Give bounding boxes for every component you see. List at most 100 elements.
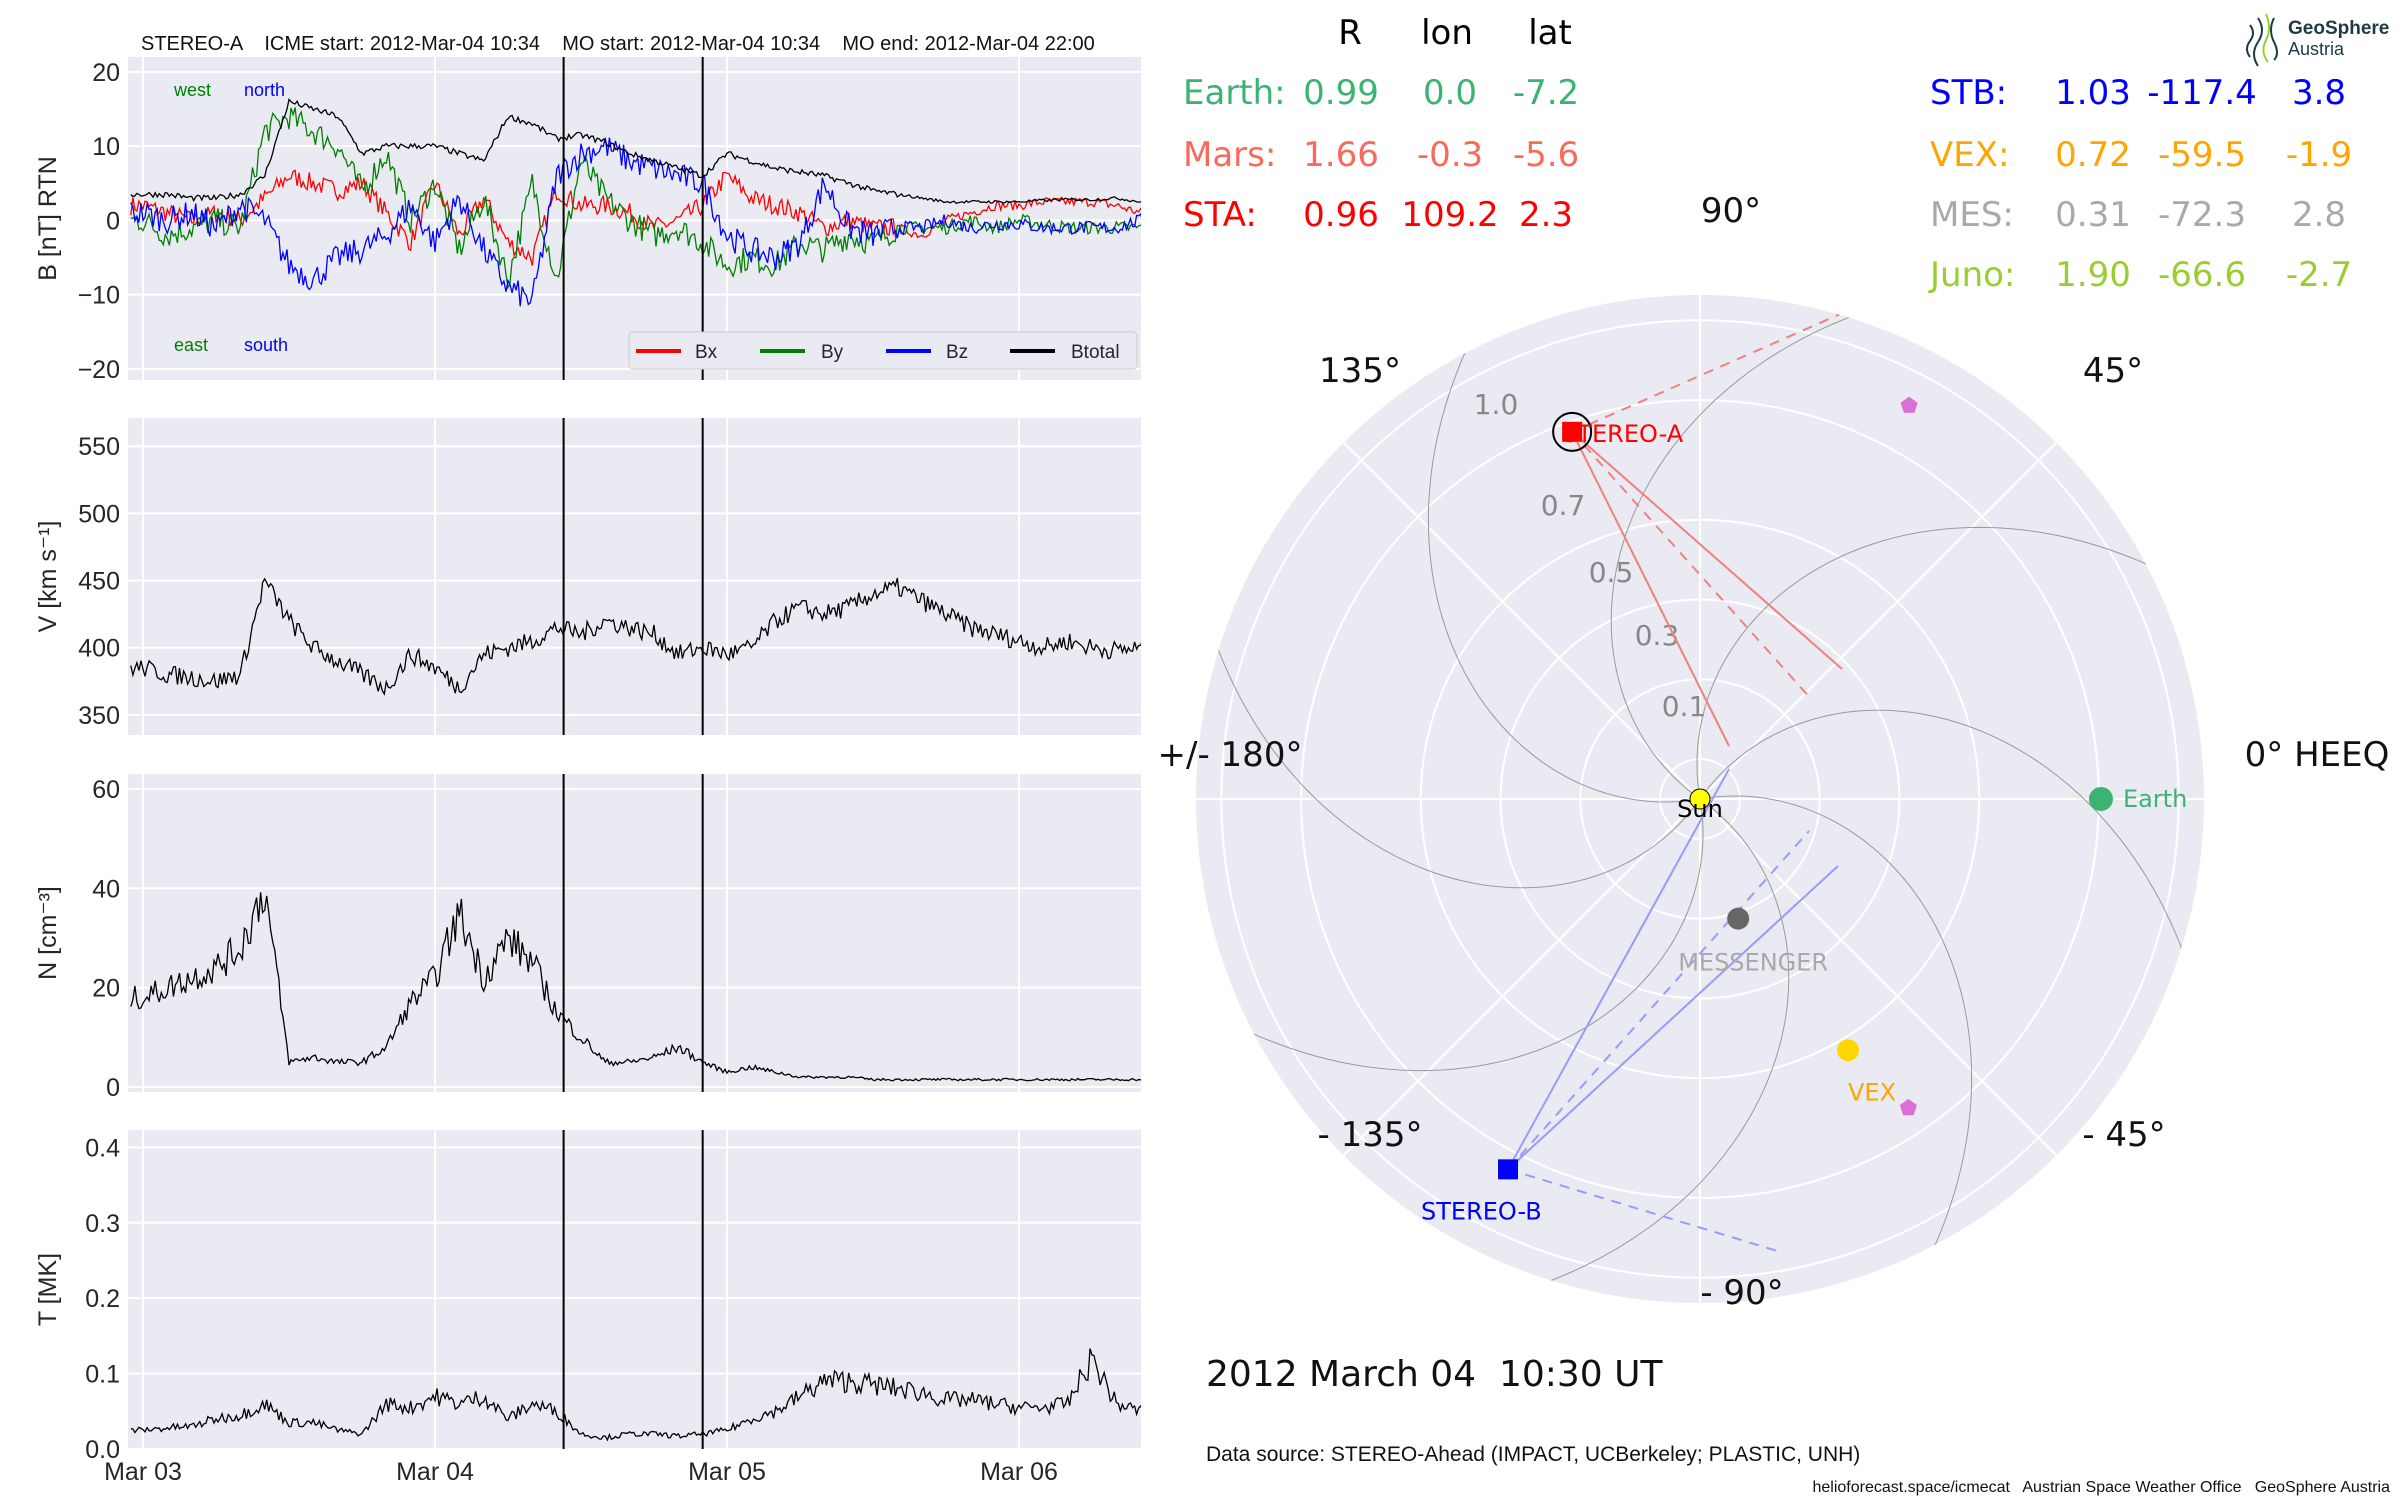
logo-line2: Austria bbox=[2288, 39, 2345, 59]
b-legend: Bx By Bz Btotal bbox=[628, 331, 1138, 370]
table-cell-lon: -59.5 bbox=[2158, 135, 2246, 175]
table-cell-lat: -1.9 bbox=[2286, 135, 2352, 175]
logo-mark-icon bbox=[2246, 13, 2278, 67]
series-line-t bbox=[130, 1348, 1141, 1442]
y-tick-label: 450 bbox=[78, 568, 120, 596]
table-cell-lon: -72.3 bbox=[2158, 195, 2246, 235]
series-line-n bbox=[130, 892, 1141, 1082]
polar-spoke bbox=[1699, 441, 2058, 800]
radial-tick-label: 0.1 bbox=[1662, 690, 1707, 723]
col-header-lon: lon bbox=[1421, 13, 1473, 53]
polar-plot: 0.1 0.30.5 0.7 1.0 Sun Earth STEREO-A STEREO-B V… bbox=[1196, 295, 2204, 1303]
fov-lines bbox=[1507, 295, 1905, 1254]
y-axis-label: V [km s⁻¹] bbox=[34, 521, 62, 633]
table-row: STA: 0.96 109.2 2.3 bbox=[1183, 195, 1573, 235]
y-tick-label: 60 bbox=[92, 776, 120, 804]
y-tick-label: 0 bbox=[106, 207, 120, 235]
y-tick-label: 400 bbox=[78, 635, 120, 663]
target-ring bbox=[1552, 411, 1593, 452]
angle-label-minus135: - 135° bbox=[1318, 1115, 1423, 1155]
table-cell-lon: -117.4 bbox=[2147, 73, 2257, 113]
annotation-west: west bbox=[173, 80, 211, 100]
body-label: Sun bbox=[1677, 795, 1723, 823]
table-row: STB: 1.03 -117.4 3.8 bbox=[1930, 73, 2346, 113]
polar-spoke bbox=[1699, 798, 2058, 1157]
angle-label-90: 90° bbox=[1701, 191, 1761, 231]
y-tick-label: 0.3 bbox=[85, 1210, 120, 1238]
date-label: 2012 March 04 10:30 UT bbox=[1206, 1354, 1663, 1395]
radial-tick-label: 1.0 bbox=[1474, 388, 1519, 421]
spacecraft-marker bbox=[1498, 1159, 1519, 1180]
polar-spoke bbox=[1342, 441, 1701, 800]
col-header-r: R bbox=[1338, 13, 1362, 53]
x-tick-label: Mar 03 bbox=[104, 1458, 182, 1486]
y-tick-label: 0.2 bbox=[85, 1285, 120, 1313]
sta-fov-line bbox=[1571, 295, 1905, 433]
data-source: Data source: STEREO-Ahead (IMPACT, UCBer… bbox=[1206, 1443, 1860, 1466]
radial-tick-label: 0.5 bbox=[1589, 556, 1634, 589]
pentagon-marker bbox=[1900, 396, 1918, 413]
polar-ring bbox=[1419, 518, 1981, 1080]
angle-label-0: 0° HEEQ bbox=[2245, 735, 2390, 775]
logo-line1: GeoSphere bbox=[2288, 18, 2389, 39]
table-cell-r: 1.03 bbox=[2055, 73, 2131, 113]
annotation-north: north bbox=[244, 80, 285, 100]
table-cell-r: 0.72 bbox=[2055, 135, 2131, 175]
panel-t: 0.4 0.3 0.2 0.1 0.0 T [MK] Mar 03 Mar 04 Mar 05 M… bbox=[34, 1130, 1141, 1486]
table-row: Juno: 1.90 -66.6 -2.7 bbox=[1928, 255, 2352, 295]
table-cell-lat: 3.8 bbox=[2292, 73, 2346, 113]
legend-label-bz: Bz bbox=[946, 342, 968, 363]
x-tick-label: Mar 05 bbox=[688, 1458, 766, 1486]
y-axis-label: T [MK] bbox=[34, 1253, 62, 1326]
table-cell-r: 1.90 bbox=[2055, 255, 2131, 295]
panel-b: 20 10 0 −10 −20 B [nT] RTN bbox=[34, 57, 1141, 384]
x-tick-label: Mar 06 bbox=[980, 1458, 1058, 1486]
table-cell-lon: -66.6 bbox=[2158, 255, 2246, 295]
series-line-v bbox=[130, 577, 1141, 696]
table-cell-lon: -0.3 bbox=[1417, 135, 1483, 175]
angle-label-minus45: - 45° bbox=[2082, 1115, 2165, 1155]
annotation-south: south bbox=[244, 335, 288, 355]
table-row: Earth: 0.99 0.0 -7.2 bbox=[1183, 73, 1579, 113]
geosphere-logo: GeoSphere Austria bbox=[2246, 13, 2389, 67]
polar-ring bbox=[1659, 758, 1741, 840]
series-line-by bbox=[130, 107, 1141, 290]
legend-label-btotal: Btotal bbox=[1071, 342, 1120, 363]
angle-label-180: +/- 180° bbox=[1158, 735, 1303, 775]
sun-marker bbox=[1689, 788, 1711, 810]
series-line-btotal bbox=[130, 98, 1141, 205]
table-cell-lat: -5.6 bbox=[1513, 135, 1579, 175]
table-cell-r: 0.96 bbox=[1303, 195, 1379, 235]
panel-n: 60 40 20 0 N [cm⁻³] bbox=[34, 774, 1141, 1102]
table-row: Mars: 1.66 -0.3 -5.6 bbox=[1183, 135, 1579, 175]
sta-fov-line bbox=[1571, 431, 1813, 701]
planet-marker bbox=[2088, 787, 2113, 811]
table-cell-name: Mars: bbox=[1183, 135, 1276, 175]
col-header-lat: lat bbox=[1528, 13, 1572, 53]
table-cell-name: MES: bbox=[1930, 195, 2014, 235]
spacecraft-marker bbox=[1562, 421, 1583, 442]
table-cell-lon: 0.0 bbox=[1423, 73, 1477, 113]
body-label: MESSENGER bbox=[1678, 949, 1828, 977]
body-sun: Sun bbox=[1677, 788, 1723, 823]
position-table: R lon lat Earth: 0.99 0.0 -7.2 Mars: 1.66 -0.3… bbox=[1183, 13, 2352, 295]
y-axis-label: B [nT] RTN bbox=[34, 156, 62, 281]
planet-marker bbox=[1727, 907, 1750, 930]
y-tick-label: 0.4 bbox=[85, 1134, 120, 1162]
polar-ring bbox=[1579, 678, 1821, 920]
table-cell-r: 1.66 bbox=[1303, 135, 1379, 175]
sta-fov-line bbox=[1571, 431, 1730, 747]
polar-ring bbox=[1499, 598, 1901, 1000]
annotation-east: east bbox=[174, 335, 208, 355]
table-cell-lon: 109.2 bbox=[1401, 195, 1498, 235]
pentagon-marker bbox=[1899, 1098, 1917, 1116]
body-vex: VEX bbox=[1836, 1039, 1896, 1106]
table-cell-r: 0.31 bbox=[2055, 195, 2131, 235]
stb-fov-line bbox=[1507, 768, 1730, 1170]
panel-v: 550 500 450 400 350 V [km s⁻¹] bbox=[34, 418, 1141, 735]
stb-fov-line bbox=[1507, 830, 1810, 1171]
table-cell-lat: -2.7 bbox=[2286, 255, 2352, 295]
stb-fov-line bbox=[1507, 865, 1839, 1171]
body-label: STEREO-B bbox=[1421, 1197, 1542, 1225]
